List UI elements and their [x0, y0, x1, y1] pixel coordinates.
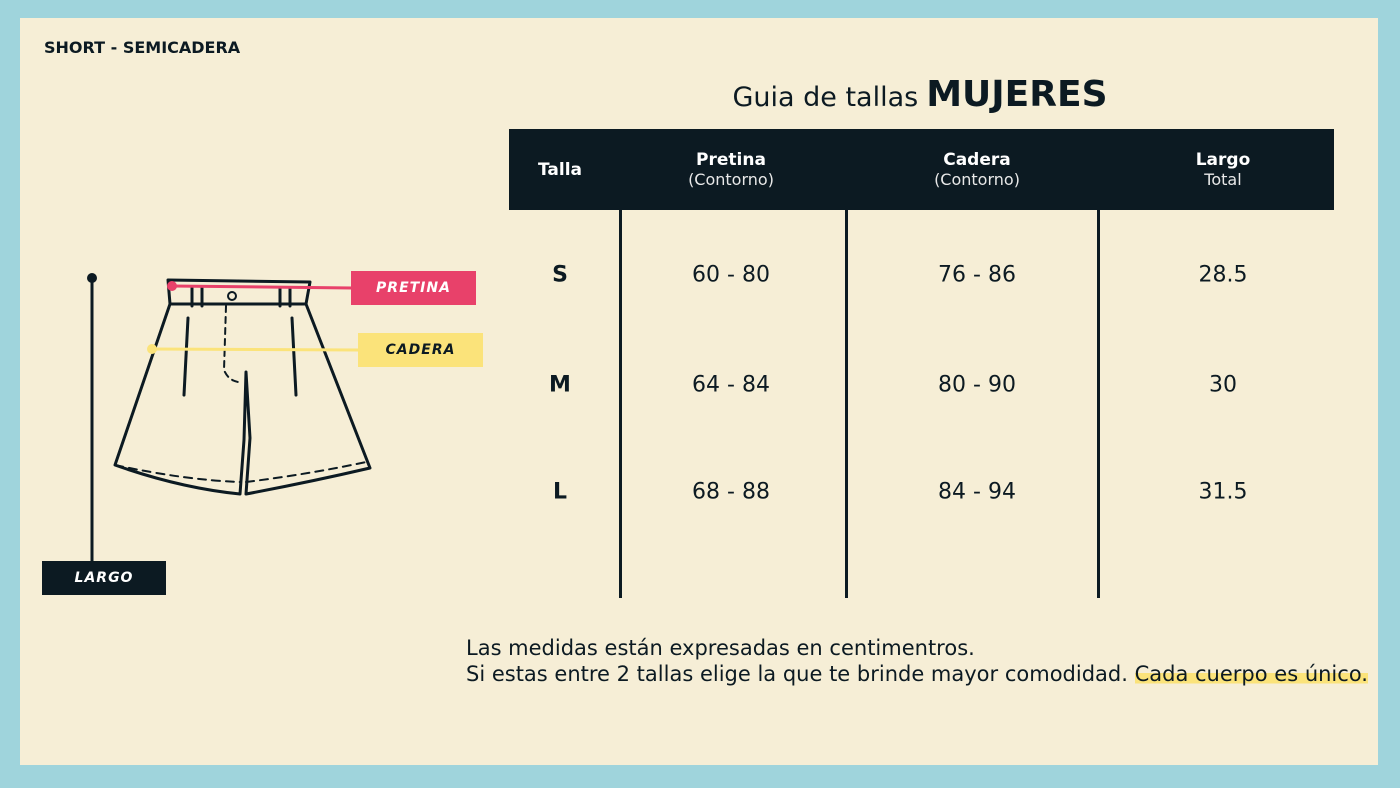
measure-cell: 64 - 84 [692, 372, 770, 398]
measure-cell: 80 - 90 [938, 372, 1016, 398]
column-separator [845, 198, 848, 598]
header-subtitle: (Contorno) [688, 170, 774, 189]
measure-cell: 30 [1209, 372, 1237, 398]
shorts-diagram [87, 273, 372, 572]
column-separator [619, 198, 622, 598]
measure-cell: 31.5 [1198, 479, 1248, 505]
product-label: SHORT - SEMICADERA [44, 38, 241, 57]
note-highlight: Cada cuerpo es único. [1134, 662, 1368, 686]
title-prefix: Guia de tallas [732, 82, 919, 113]
largo-tag: LARGO [42, 561, 166, 595]
header-cell: Cadera (Contorno) [934, 129, 1020, 210]
header-subtitle: (Contorno) [934, 170, 1020, 189]
note: Si estas entre 2 tallas elige la que te … [466, 662, 1368, 686]
size-cell: M [549, 372, 571, 398]
size-cell: S [552, 262, 568, 288]
title-main: MUJERES [926, 74, 1108, 115]
header-cell: Talla [538, 129, 582, 210]
header-subtitle: Total [1204, 170, 1242, 189]
pretina-tag: PRETINA [351, 271, 476, 305]
table-header: Talla Pretina (Contorno) Cadera (Contorno) La… [509, 129, 1334, 210]
title: Guia de tallas MUJERES [0, 74, 1400, 115]
header-title: Largo [1195, 150, 1251, 170]
measure-cell: 60 - 80 [692, 262, 770, 288]
column-separator [1097, 198, 1100, 598]
header-cell: Pretina (Contorno) [688, 129, 774, 210]
note: Si estas entre 2 tallas elige la que te … [466, 662, 1128, 686]
cadera-tag: CADERA [358, 333, 483, 367]
header-title: Cadera [943, 150, 1011, 170]
size-cell: L [552, 479, 568, 505]
measure-cell: 68 - 88 [692, 479, 770, 505]
header-title: Talla [537, 159, 583, 180]
measure-cell: 84 - 94 [938, 479, 1016, 505]
header-cell: Largo Total [1196, 129, 1251, 210]
measure-cell: 28.5 [1198, 262, 1248, 288]
header-title: Pretina [696, 150, 766, 170]
note: Las medidas están expresadas en centimen… [466, 636, 975, 660]
measure-cell: 76 - 86 [938, 262, 1016, 288]
